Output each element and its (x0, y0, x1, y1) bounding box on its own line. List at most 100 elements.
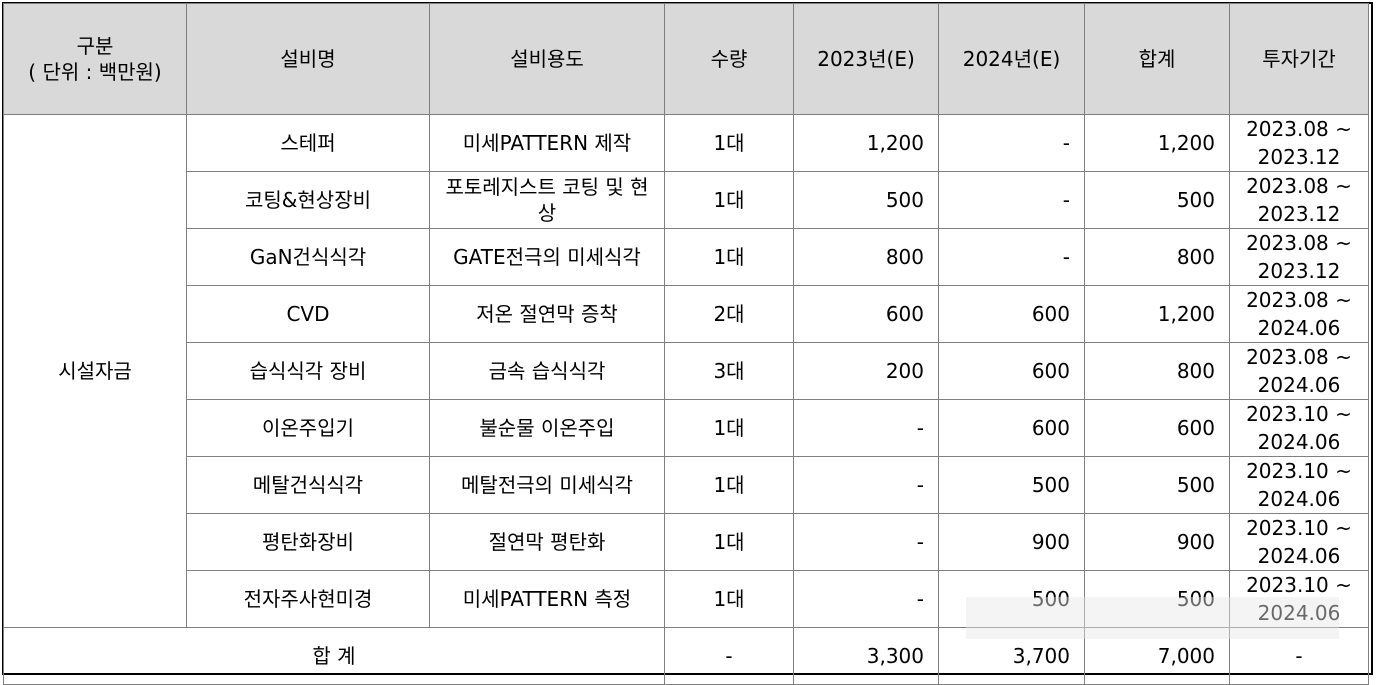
amount-2023-cell: - (793, 399, 939, 457)
equipment-name-cell: CVD (186, 285, 430, 343)
equipment-use-cell: 메탈전극의 미세식각 (429, 456, 665, 514)
table-row: 이온주입기 불순물 이온주입 1대 -600 600 2023.10 ~2024.06 (4, 399, 1369, 457)
period-start: 2023.10 ~ (1246, 573, 1352, 597)
period-start: 2023.08 ~ (1246, 288, 1352, 312)
period-cell: 2023.08 ~ 2023.12 (1229, 171, 1369, 229)
amount-2024-cell: - (938, 114, 1085, 172)
quantity-cell: 1대 (664, 171, 794, 229)
amount-total-cell: 500 (1084, 570, 1230, 628)
period-start: 2023.10 ~ (1246, 402, 1352, 426)
amount-2024-cell: 600 (938, 342, 1085, 400)
equipment-use-cell: 금속 습식식각 (429, 342, 665, 400)
table-row: CVD 저온 절연막 증착 2대 600 600 1,200 2023.08 ~2024.0… (4, 285, 1369, 343)
table-row: GaN건식식각 GATE전극의 미세식각 1대 800-800 2023.08 ~202… (4, 228, 1369, 286)
header-2024: 2024년(E) (938, 3, 1085, 115)
equipment-use-cell: 절연막 평탄화 (429, 513, 665, 571)
equipment-use-cell: 불순물 이온주입 (429, 399, 665, 457)
amount-total-cell: 800 (1084, 342, 1230, 400)
quantity-cell: 1대 (664, 399, 794, 457)
table-row: 전자주사현미경 미세PATTERN 측정 1대 -500 500 2023.10 ~202… (4, 570, 1369, 628)
table-row: 습식식각 장비 금속 습식식각 3대 200 600 800 2023.08 ~ 2024.0… (4, 342, 1369, 400)
amount-2023-cell: - (793, 456, 939, 514)
total-period: - (1229, 627, 1369, 685)
equipment-name-cell: 이온주입기 (186, 399, 430, 457)
amount-2024-cell: - (938, 171, 1085, 229)
table-row: 메탈건식식각 메탈전극의 미세식각 1대 -500 500 2023.10 ~2024.0… (4, 456, 1369, 514)
period-end: 2024.06 (1257, 316, 1341, 340)
period-cell: 2023.10 ~ 2024.06 (1229, 456, 1369, 514)
period-start: 2023.10 ~ (1246, 516, 1352, 540)
amount-2023-cell: 500 (793, 171, 939, 229)
quantity-cell: 1대 (664, 513, 794, 571)
table-row: 코팅&현상장비 포토레지스트 코팅 및 현상 1대 500-500 2023.08 ~2… (4, 171, 1369, 229)
period-cell: 2023.08 ~ 2024.06 (1229, 342, 1369, 400)
period-cell: 2023.10 ~ 2024.06 (1229, 570, 1369, 628)
amount-2023-cell: 1,200 (793, 114, 939, 172)
header-equipment-use: 설비용도 (429, 3, 665, 115)
equipment-name-cell: GaN건식식각 (186, 228, 430, 286)
amount-total-cell: 800 (1084, 228, 1230, 286)
period-start: 2023.08 ~ (1246, 174, 1352, 198)
amount-total-cell: 1,200 (1084, 285, 1230, 343)
amount-2023-cell: 600 (793, 285, 939, 343)
quantity-cell: 1대 (664, 228, 794, 286)
period-cell: 2023.08 ~ 2023.12 (1229, 228, 1369, 286)
period-end: 2024.06 (1257, 430, 1341, 454)
equipment-name-cell: 스테퍼 (186, 114, 430, 172)
period-end: 2024.06 (1257, 373, 1341, 397)
header-2023: 2023년(E) (793, 3, 939, 115)
quantity-cell: 1대 (664, 114, 794, 172)
amount-total-cell: 500 (1084, 171, 1230, 229)
period-end: 2024.06 (1257, 544, 1341, 568)
period-start: 2023.10 ~ (1246, 459, 1352, 483)
period-end: 2024.06 (1257, 601, 1341, 625)
header-category: 구분 ( 단위 : 백만원) (3, 3, 187, 115)
period-cell: 2023.10 ~ 2024.06 (1229, 513, 1369, 571)
amount-2024-cell: 900 (938, 513, 1085, 571)
total-2023: 3,300 (793, 627, 939, 685)
amount-total-cell: 900 (1084, 513, 1230, 571)
table-row: 시설자금 스테퍼 미세PATTERN 제작 1대 1,200-1,200 2023.08 … (3, 114, 1369, 628)
investment-table: 구분 ( 단위 : 백만원) 설비명 설비용도 수량 2023년(E) 2024… (3, 3, 1369, 685)
amount-2024-cell: 500 (938, 456, 1085, 514)
equipment-use-cell: 미세PATTERN 측정 (429, 570, 665, 628)
header-row: 구분 ( 단위 : 백만원) 설비명 설비용도 수량 2023년(E) 2024… (3, 3, 1369, 115)
quantity-cell: 3대 (664, 342, 794, 400)
quantity-cell: 1대 (664, 456, 794, 514)
amount-2023-cell: 800 (793, 228, 939, 286)
equipment-name-cell: 전자주사현미경 (186, 570, 430, 628)
equipment-name-cell: 평탄화장비 (186, 513, 430, 571)
header-quantity: 수량 (664, 3, 794, 115)
period-cell: 2023.08 ~ 2024.06 (1229, 285, 1369, 343)
period-start: 2023.08 ~ (1246, 117, 1352, 141)
period-cell: 2023.08 ~ 2023.12 (1229, 114, 1369, 172)
quantity-cell: 2대 (664, 285, 794, 343)
period-end: 2023.12 (1257, 202, 1341, 226)
equipment-name-cell: 습식식각 장비 (186, 342, 430, 400)
amount-2024-cell: 500 (938, 570, 1085, 628)
period-end: 2023.12 (1257, 145, 1341, 169)
amount-2024-cell: - (938, 228, 1085, 286)
table-row: 평탄화장비 절연막 평탄화 1대 -900 900 2023.10 ~2024.06 (4, 513, 1369, 571)
equipment-name-cell: 코팅&현상장비 (186, 171, 430, 229)
equipment-use-cell: 저온 절연막 증착 (429, 285, 665, 343)
equipment-name-cell: 메탈건식식각 (186, 456, 430, 514)
period-start: 2023.08 ~ (1246, 231, 1352, 255)
equipment-use-cell: 포토레지스트 코팅 및 현상 (429, 171, 665, 229)
header-total: 합계 (1084, 3, 1230, 115)
header-equipment-name: 설비명 (186, 3, 430, 115)
equipment-use-cell: 미세PATTERN 제작 (429, 114, 665, 172)
total-row: 합 계 - 3,300 3,700 7,000 - (3, 627, 1369, 685)
period-end: 2024.06 (1257, 487, 1341, 511)
amount-2023-cell: - (793, 570, 939, 628)
category-cell: 시설자금 (3, 114, 187, 628)
equipment-use-cell: GATE전극의 미세식각 (429, 228, 665, 286)
amount-2023-cell: 200 (793, 342, 939, 400)
amount-2023-cell: - (793, 513, 939, 571)
header-period: 투자기간 (1229, 3, 1369, 115)
period-cell: 2023.10 ~ 2024.06 (1229, 399, 1369, 457)
total-sum: 7,000 (1084, 627, 1230, 685)
period-end: 2023.12 (1257, 259, 1341, 283)
amount-2024-cell: 600 (938, 285, 1085, 343)
amount-total-cell: 600 (1084, 399, 1230, 457)
